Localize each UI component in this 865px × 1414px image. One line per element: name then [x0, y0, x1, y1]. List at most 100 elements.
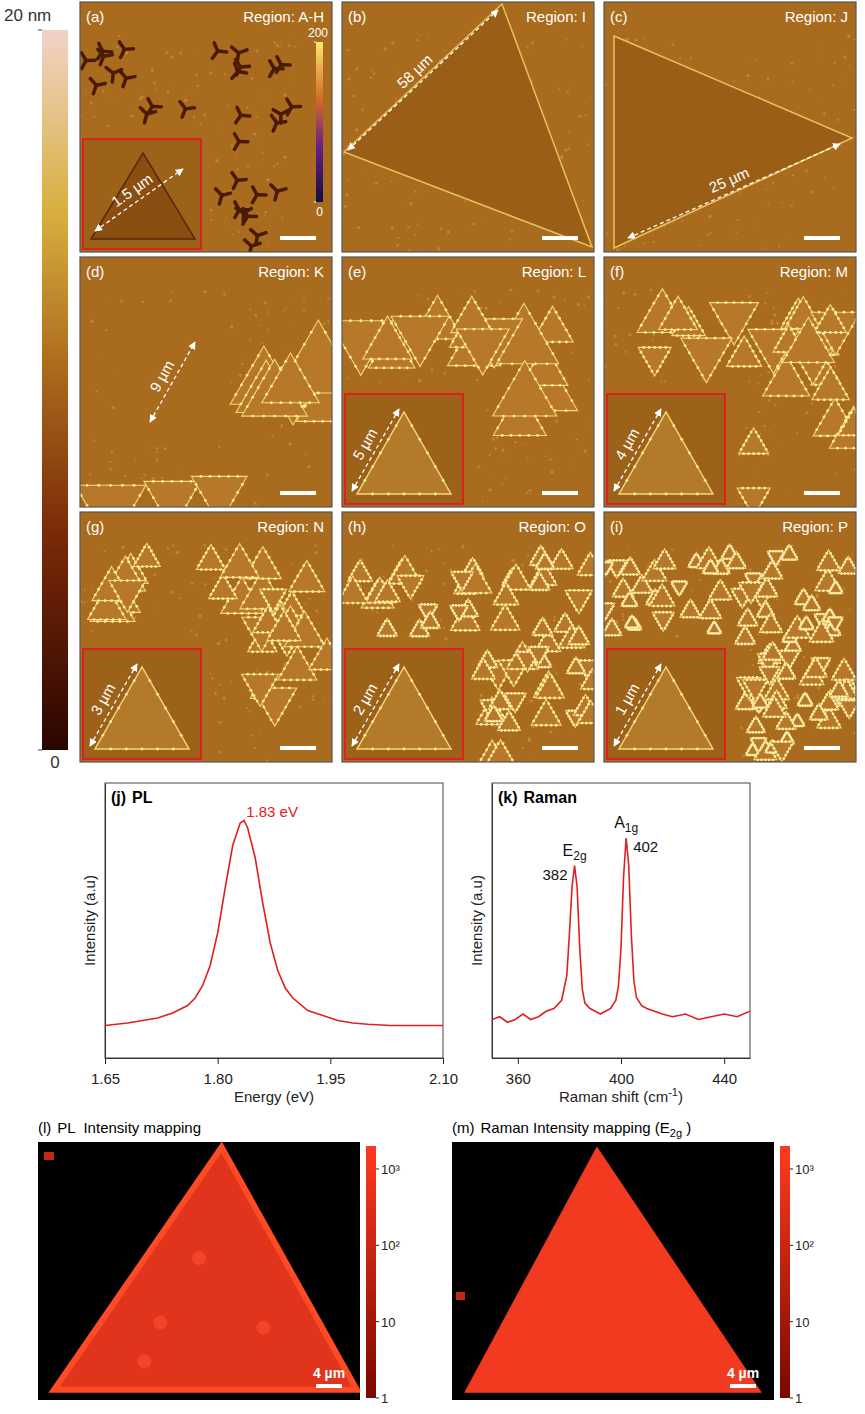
edge-bead	[308, 564, 311, 567]
edge-bead	[811, 323, 814, 326]
edge-bead	[762, 444, 765, 447]
edge-bead	[132, 600, 135, 603]
edge-bead	[289, 679, 292, 682]
edge-bead	[298, 602, 301, 605]
edge-bead	[761, 501, 764, 504]
texture	[841, 80, 842, 81]
edge-bead	[261, 607, 264, 610]
texture	[375, 181, 378, 184]
edge-bead	[120, 579, 123, 582]
edge-bead	[684, 344, 687, 347]
texture	[606, 233, 608, 235]
panel-frame	[604, 2, 856, 252]
edge-bead	[484, 319, 487, 322]
texture	[576, 438, 578, 440]
edge-bead	[785, 328, 788, 331]
texture	[294, 46, 296, 48]
afm-panel: (d)Region: K9 µm	[75, 257, 360, 546]
texture	[531, 41, 534, 44]
texture	[203, 113, 206, 116]
edge-bead	[829, 354, 832, 357]
edge-bead	[819, 434, 822, 437]
edge-bead	[808, 377, 811, 380]
texture	[787, 492, 788, 493]
edge-bead	[359, 319, 362, 322]
texture	[818, 99, 819, 100]
edge-bead	[97, 599, 100, 602]
edge-bead	[398, 336, 401, 339]
edge-bead	[749, 301, 752, 304]
texture	[549, 458, 552, 461]
edge-bead	[126, 620, 129, 623]
texture	[583, 449, 587, 453]
edge-bead	[677, 328, 680, 331]
edge-bead	[255, 612, 258, 615]
tripod-arm	[126, 77, 135, 79]
region-label: Region: K	[258, 263, 324, 280]
texture	[774, 404, 776, 406]
flake	[357, 412, 451, 494]
texture	[473, 290, 476, 293]
height-colorbar: 020 nm	[4, 6, 68, 772]
edge-bead	[233, 612, 236, 615]
texture	[178, 475, 180, 477]
texture	[262, 159, 264, 161]
edge-bead	[752, 487, 755, 490]
texture	[235, 154, 236, 155]
texture	[624, 245, 626, 247]
texture	[169, 299, 172, 302]
edge-bead	[418, 493, 421, 496]
edge-bead	[254, 607, 257, 610]
size-label: 58 µm	[393, 51, 435, 92]
texture	[391, 180, 393, 182]
edge-bead	[815, 377, 818, 380]
texture	[772, 307, 774, 309]
texture	[248, 690, 250, 692]
texture	[267, 311, 269, 313]
texture	[810, 191, 813, 194]
edge-bead	[755, 431, 758, 434]
edge-bead	[805, 372, 808, 375]
edge-bead	[502, 317, 505, 320]
edge-bead	[306, 662, 309, 665]
edge-bead	[236, 475, 239, 478]
edge-bead	[741, 301, 744, 304]
tripod-arm	[251, 243, 260, 246]
texture	[629, 333, 632, 336]
edge-bead	[251, 642, 254, 645]
texture	[283, 156, 286, 159]
texture	[230, 680, 232, 682]
tripod-arm	[152, 105, 161, 109]
edge-bead	[443, 323, 446, 326]
edge-bead	[289, 401, 292, 404]
edge-bead	[365, 365, 368, 368]
texture	[682, 220, 684, 222]
edge-bead	[714, 337, 717, 340]
texture	[191, 630, 193, 632]
texture	[703, 318, 705, 320]
edge-bead	[109, 484, 112, 487]
edge-bead	[659, 346, 662, 349]
edge-bead	[259, 618, 262, 621]
edge-bead	[826, 308, 829, 311]
edge-bead	[826, 371, 829, 374]
texture	[110, 451, 113, 454]
edge-bead	[502, 396, 505, 399]
tripod-arm	[103, 50, 112, 54]
texture	[265, 211, 268, 214]
edge-bead	[344, 347, 347, 350]
edge-bead	[529, 368, 532, 371]
texture	[118, 35, 120, 37]
texture	[224, 73, 226, 75]
texture	[806, 385, 807, 386]
texture	[156, 460, 158, 462]
edge-bead	[690, 328, 693, 331]
texture	[505, 478, 507, 480]
edge-bead	[472, 328, 475, 331]
tripod-arm	[239, 140, 248, 144]
texture	[417, 295, 419, 297]
edge-bead	[86, 484, 89, 487]
edge-bead	[728, 360, 731, 363]
texture	[555, 420, 558, 423]
edge-bead	[121, 561, 124, 564]
